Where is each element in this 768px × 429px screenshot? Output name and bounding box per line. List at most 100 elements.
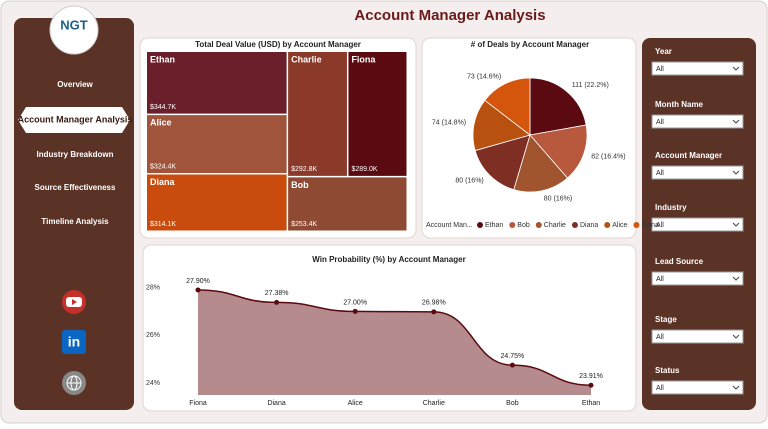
nav-item[interactable]: Overview [57, 80, 93, 89]
nav-item[interactable]: Industry Breakdown [37, 150, 114, 159]
treemap-tile [147, 52, 287, 114]
pie-slice [474, 134, 531, 191]
pie-slice [513, 134, 568, 193]
tile-label: Fiona [351, 54, 376, 64]
tile-value: $314.1K [150, 221, 176, 228]
legend-marker [571, 222, 578, 228]
pie-slice [529, 124, 588, 179]
dropdown-arrow [732, 119, 740, 124]
filter-dropdown[interactable] [651, 271, 744, 286]
pie-label: 73 (14.6%) [467, 74, 501, 81]
legend-marker [633, 222, 640, 228]
x-tick-label: Fiona [189, 400, 207, 407]
filter-label: Industry [655, 203, 687, 212]
dropdown-arrow [732, 170, 740, 175]
legend-label: Alice [612, 222, 627, 229]
filter-value: All [656, 119, 664, 126]
data-point [274, 299, 280, 305]
tile-label: Ethan [150, 54, 175, 64]
tile-label: Diana [150, 177, 176, 187]
pie-label: 80 (16%) [455, 178, 483, 185]
data-label: 27.90% [186, 278, 210, 285]
y-tick-label: 28% [146, 284, 160, 291]
filter-label: Year [655, 47, 672, 56]
pie-label: 82 (16.4%) [591, 153, 625, 160]
website-icon[interactable] [62, 371, 86, 395]
dropdown-arrow [732, 276, 740, 281]
legend-marker [535, 222, 542, 228]
x-tick-label: Alice [348, 400, 363, 407]
legend-label: Ethan [485, 222, 503, 229]
filter-dropdown[interactable] [651, 114, 744, 129]
y-tick-label: 24% [146, 380, 160, 387]
nav-item[interactable]: Source Effectiveness [35, 183, 116, 192]
data-point [431, 309, 437, 315]
youtube-icon[interactable] [62, 290, 86, 314]
logo [49, 5, 99, 55]
chart-title: # of Deals by Account Manager [471, 40, 589, 49]
filter-value: All [656, 385, 664, 392]
legend-marker [477, 222, 483, 228]
pie-slice [484, 77, 531, 136]
treemap-tile [147, 174, 287, 231]
legend-label: Charlie [544, 222, 566, 229]
data-point [352, 308, 358, 314]
data-label: 27.38% [265, 290, 289, 297]
treemap-tile [288, 177, 407, 231]
nav-active-bg [18, 107, 130, 133]
chart-title: Total Deal Value (USD) by Account Manage… [195, 40, 361, 49]
filter-value: All [656, 222, 664, 229]
filter-value: All [656, 170, 664, 177]
filter-dropdown[interactable] [651, 217, 744, 232]
tile-label: Alice [150, 117, 172, 127]
pie-label: 111 (22.2%) [572, 82, 609, 89]
filter-dropdown[interactable] [651, 165, 744, 180]
treemap-tile [348, 52, 407, 176]
filter-dropdown[interactable] [651, 61, 744, 76]
linkedin-icon[interactable]: in [62, 330, 86, 354]
filter-value: All [656, 66, 664, 73]
pie-slice [529, 77, 587, 136]
legend-label: Diana [580, 222, 598, 229]
legend-title: Account Man... [426, 222, 473, 229]
nav-item[interactable]: Timeline Analysis [41, 217, 109, 226]
y-tick-label: 26% [146, 332, 160, 339]
data-label: 24.75% [501, 353, 525, 360]
pie-slice [472, 99, 531, 152]
x-tick-label: Charlie [423, 400, 445, 407]
dropdown-arrow [732, 385, 740, 390]
area-line [197, 289, 592, 386]
area-fill [198, 289, 591, 395]
dropdown-arrow [732, 334, 740, 339]
legend-label: Fiona [641, 222, 659, 229]
dropdown-arrow [732, 66, 740, 71]
legend-label: Bob [517, 222, 530, 229]
tile-label: Bob [291, 180, 309, 190]
filter-value: All [656, 276, 664, 283]
tile-value: $344.7K [150, 104, 176, 111]
data-point [588, 382, 594, 388]
filter-label: Account Manager [655, 151, 722, 160]
tile-value: $292.8K [291, 166, 317, 173]
tile-value: $324.4K [150, 163, 176, 170]
svg-text:in: in [68, 334, 80, 350]
data-label: 26.98% [422, 300, 446, 307]
data-point [509, 362, 515, 368]
data-label: 27.00% [343, 299, 367, 306]
filter-label: Status [655, 366, 680, 375]
filter-value: All [656, 334, 664, 341]
filter-label: Month Name [655, 100, 704, 109]
x-tick-label: Ethan [582, 400, 600, 407]
filter-label: Lead Source [655, 257, 704, 266]
filter-dropdown[interactable] [651, 380, 744, 395]
pie-label: 80 (16%) [544, 195, 572, 202]
x-tick-label: Bob [506, 400, 519, 407]
treemap-tile [147, 115, 287, 173]
x-tick-label: Diana [267, 400, 285, 407]
filter-dropdown[interactable] [651, 329, 744, 344]
pie-label: 74 (14.8%) [432, 120, 466, 127]
tile-label: Charlie [291, 54, 322, 64]
nav-item[interactable]: Account Manager Analysis [18, 114, 133, 124]
chart-title: Win Probability (%) by Account Manager [312, 255, 465, 264]
